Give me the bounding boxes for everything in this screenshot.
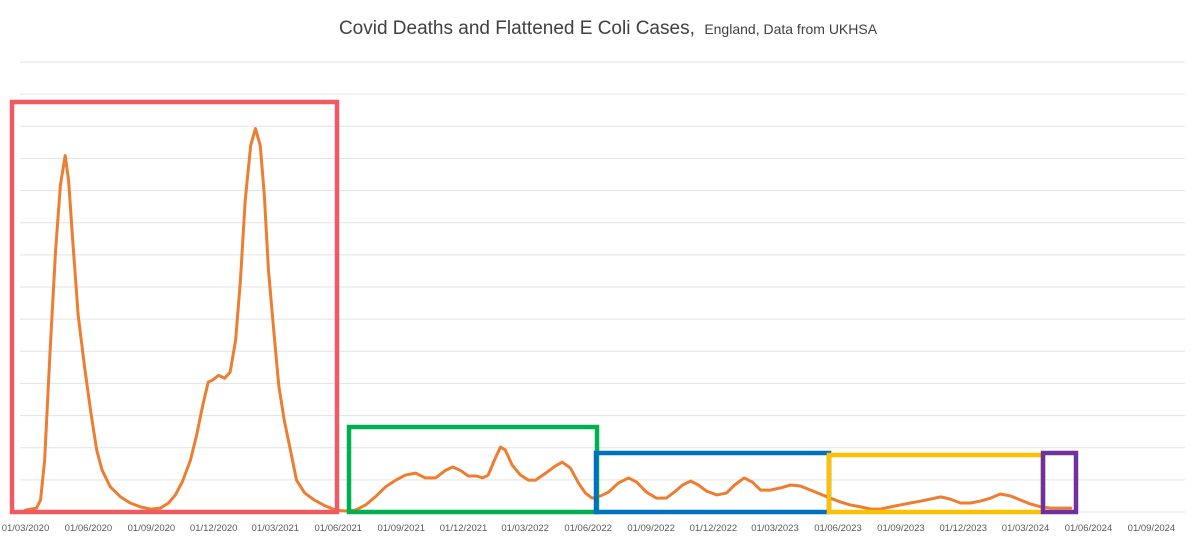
x-tick-label: 01/09/2021: [377, 523, 425, 534]
x-tick-label: 01/09/2023: [877, 523, 925, 534]
box-red: [9, 99, 340, 515]
x-tick-label: 01/12/2021: [440, 523, 488, 534]
x-axis: 01/03/2020 01/06/2020 01/09/2020 01/12/2020…: [2, 523, 1176, 534]
x-tick-label: 01/03/2023: [751, 523, 799, 534]
x-tick-label: 01/03/2024: [1002, 523, 1050, 534]
x-tick-label: 01/09/2022: [627, 523, 675, 534]
x-tick-label: 01/03/2022: [501, 523, 549, 534]
x-tick-label: 01/06/2020: [65, 523, 113, 534]
grid: [20, 61, 1185, 513]
x-tick-label: 01/09/2024: [1128, 523, 1176, 534]
chart-title: Covid Deaths and Flattened E Coli Cases,: [339, 18, 695, 39]
chart-title-line: Covid Deaths and Flattened E Coli Cases,…: [339, 18, 878, 39]
highlight-boxes: [9, 99, 1079, 515]
x-tick-label: 01/06/2021: [315, 523, 363, 534]
data-line: [23, 127, 1073, 513]
box-purple: [1040, 450, 1079, 515]
x-tick-label: 01/09/2020: [128, 523, 176, 534]
chart-subtitle: England, Data from UKHSA: [704, 21, 877, 37]
x-tick-label: 01/03/2020: [2, 523, 50, 534]
x-tick-label: 01/12/2022: [690, 523, 738, 534]
x-tick-label: 01/12/2020: [190, 523, 238, 534]
series: [23, 127, 1073, 513]
x-tick-label: 01/03/2021: [252, 523, 300, 534]
x-tick-label: 01/06/2022: [564, 523, 612, 534]
x-tick-label: 01/06/2024: [1065, 523, 1113, 534]
x-tick-label: 01/06/2023: [814, 523, 862, 534]
x-tick-label: 01/12/2023: [939, 523, 987, 534]
